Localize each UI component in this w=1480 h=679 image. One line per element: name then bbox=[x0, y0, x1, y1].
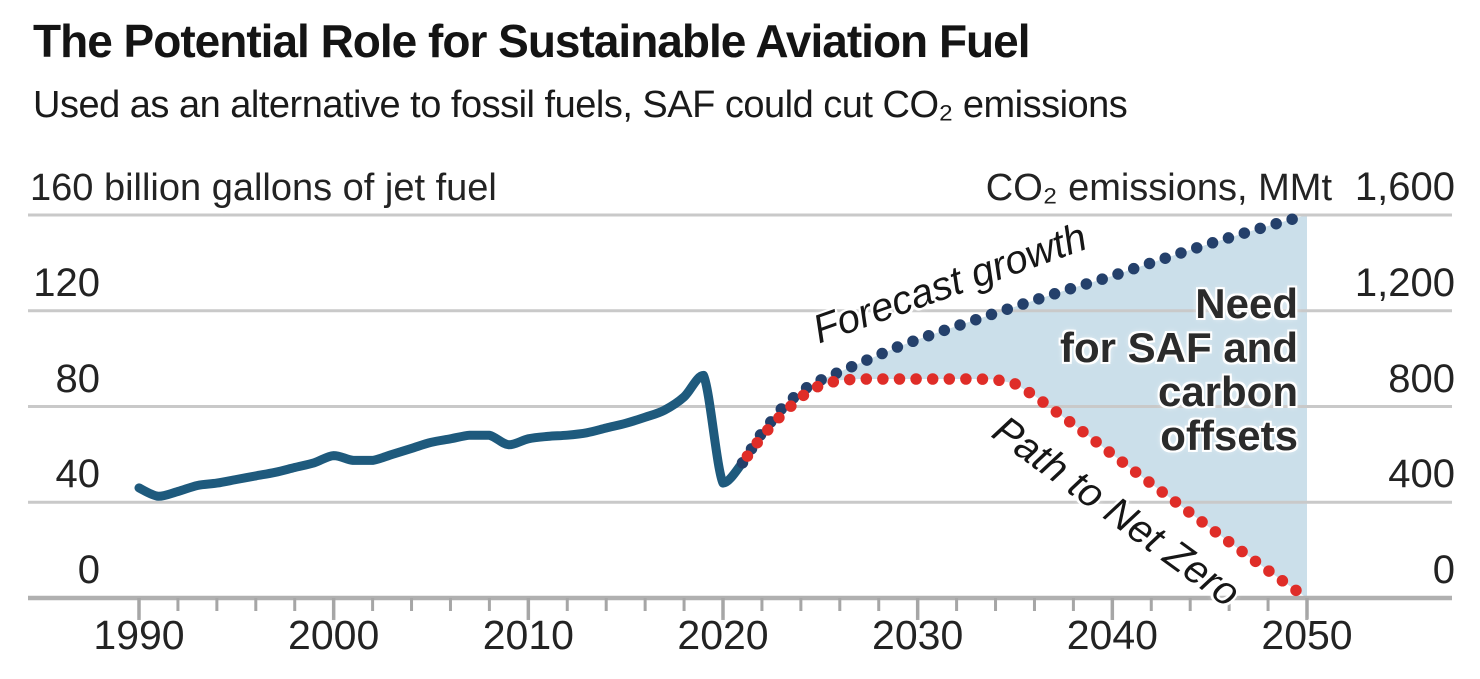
right-axis-tick-label: 1,200 bbox=[1354, 260, 1455, 305]
right-axis-tick-label: 800 bbox=[1388, 356, 1455, 401]
left-axis-tick-label: 0 bbox=[77, 548, 100, 592]
right-axis-unit-label: CO₂ emissions, MMt bbox=[985, 167, 1332, 209]
chart-title: The Potential Role for Sustainable Aviat… bbox=[33, 15, 1031, 67]
net-zero-line bbox=[736, 373, 1313, 604]
x-axis-tick-label: 2010 bbox=[482, 612, 574, 658]
left-axis-tick-label: 120 bbox=[33, 260, 100, 305]
x-axis-tick-label: 2040 bbox=[1066, 612, 1158, 658]
chart-subtitle: Used as an alternative to fossil fuels, … bbox=[33, 84, 1128, 126]
x-axis-tick-label: 2000 bbox=[288, 612, 380, 658]
need-for-saf-annotation: Need for SAF and carbon offsets bbox=[1060, 280, 1298, 459]
x-axis-tick-label: 2050 bbox=[1261, 612, 1353, 658]
left-axis-tick-label: 40 bbox=[55, 452, 101, 497]
x-axis-tick-label: 2020 bbox=[677, 612, 769, 658]
left-axis-unit-label: 160 billion gallons of jet fuel bbox=[30, 167, 497, 209]
forecast-growth-line bbox=[736, 209, 1313, 469]
right-axis-tick-label: 0 bbox=[1432, 548, 1455, 592]
right-axis-tick-label: 400 bbox=[1388, 452, 1455, 497]
historical-line bbox=[134, 370, 747, 501]
right-axis-tick-label: 1,600 bbox=[1354, 165, 1455, 209]
x-axis-tick-label: 1990 bbox=[93, 612, 185, 658]
left-axis-tick-label: 80 bbox=[55, 356, 101, 401]
x-axis-tick-label: 2030 bbox=[872, 612, 964, 658]
